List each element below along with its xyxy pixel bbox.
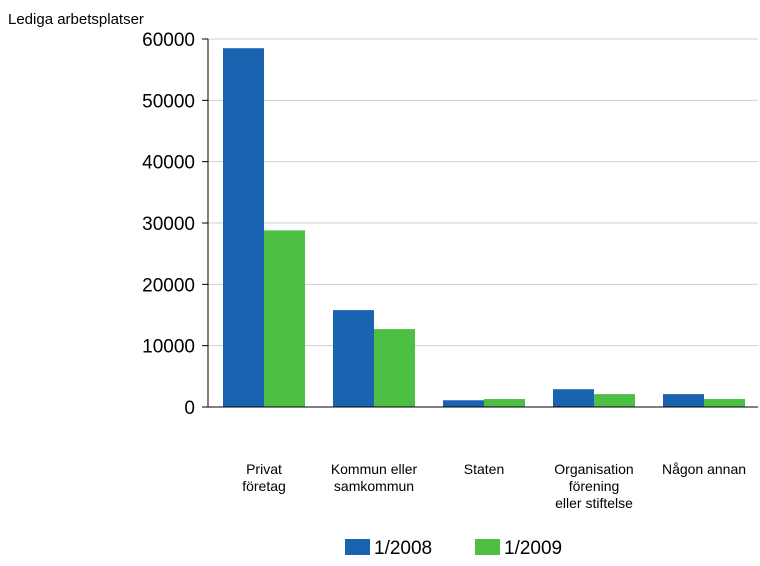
y-tick-label: 0 xyxy=(184,398,195,419)
bar-series0-cat3 xyxy=(553,389,594,407)
legend-label-0: 1/2008 xyxy=(374,538,432,559)
x-category-label-line: Kommun eller xyxy=(331,461,418,477)
x-category-label-line: Staten xyxy=(464,461,504,477)
bar-series1-cat1 xyxy=(374,329,415,407)
x-category-label: Staten xyxy=(464,461,504,477)
y-tick-label: 20000 xyxy=(142,275,195,296)
x-category-label-line: förening xyxy=(569,478,620,494)
y-tick-label: 60000 xyxy=(142,30,195,51)
bar-series1-cat3 xyxy=(594,394,635,407)
axes xyxy=(202,39,758,408)
x-category-labels: Privat företag Kommun eller samkommun Staten… xyxy=(242,461,746,511)
x-category-label: Organisation förening eller stiftelse xyxy=(554,461,633,511)
x-category-label-line: Privat xyxy=(246,461,282,477)
x-category-label: Någon annan xyxy=(662,461,746,477)
y-tick-label: 50000 xyxy=(142,91,195,112)
legend-swatch-0 xyxy=(345,539,370,555)
y-tick-label: 40000 xyxy=(142,153,195,174)
x-category-label: Kommun eller samkommun xyxy=(331,461,418,494)
bar-series0-cat0 xyxy=(223,48,264,407)
y-tick-label: 10000 xyxy=(142,337,195,358)
x-category-label-line: företag xyxy=(242,478,286,494)
x-category-label-line: eller stiftelse xyxy=(555,495,633,511)
x-category-label-line: samkommun xyxy=(334,478,414,494)
bar-series1-cat0 xyxy=(264,230,305,407)
bar-series0-cat1 xyxy=(333,310,374,407)
bars xyxy=(223,48,745,407)
x-category-label-line: Organisation xyxy=(554,461,633,477)
bar-series1-cat2 xyxy=(484,399,525,407)
bar-series0-cat2 xyxy=(443,400,484,407)
y-tick-label: 30000 xyxy=(142,214,195,235)
legend-label-1: 1/2009 xyxy=(504,538,562,559)
x-category-label-line: Någon annan xyxy=(662,461,746,477)
y-tick-labels: 0 10000 20000 30000 40000 50000 60000 xyxy=(142,30,208,419)
legend: 1/2008 1/2009 xyxy=(345,538,562,559)
y-axis-label: Lediga arbetsplatser xyxy=(8,11,144,28)
legend-swatch-1 xyxy=(475,539,500,555)
x-category-label: Privat företag xyxy=(242,461,286,494)
bar-series0-cat4 xyxy=(663,394,704,407)
bar-series1-cat4 xyxy=(704,399,745,407)
